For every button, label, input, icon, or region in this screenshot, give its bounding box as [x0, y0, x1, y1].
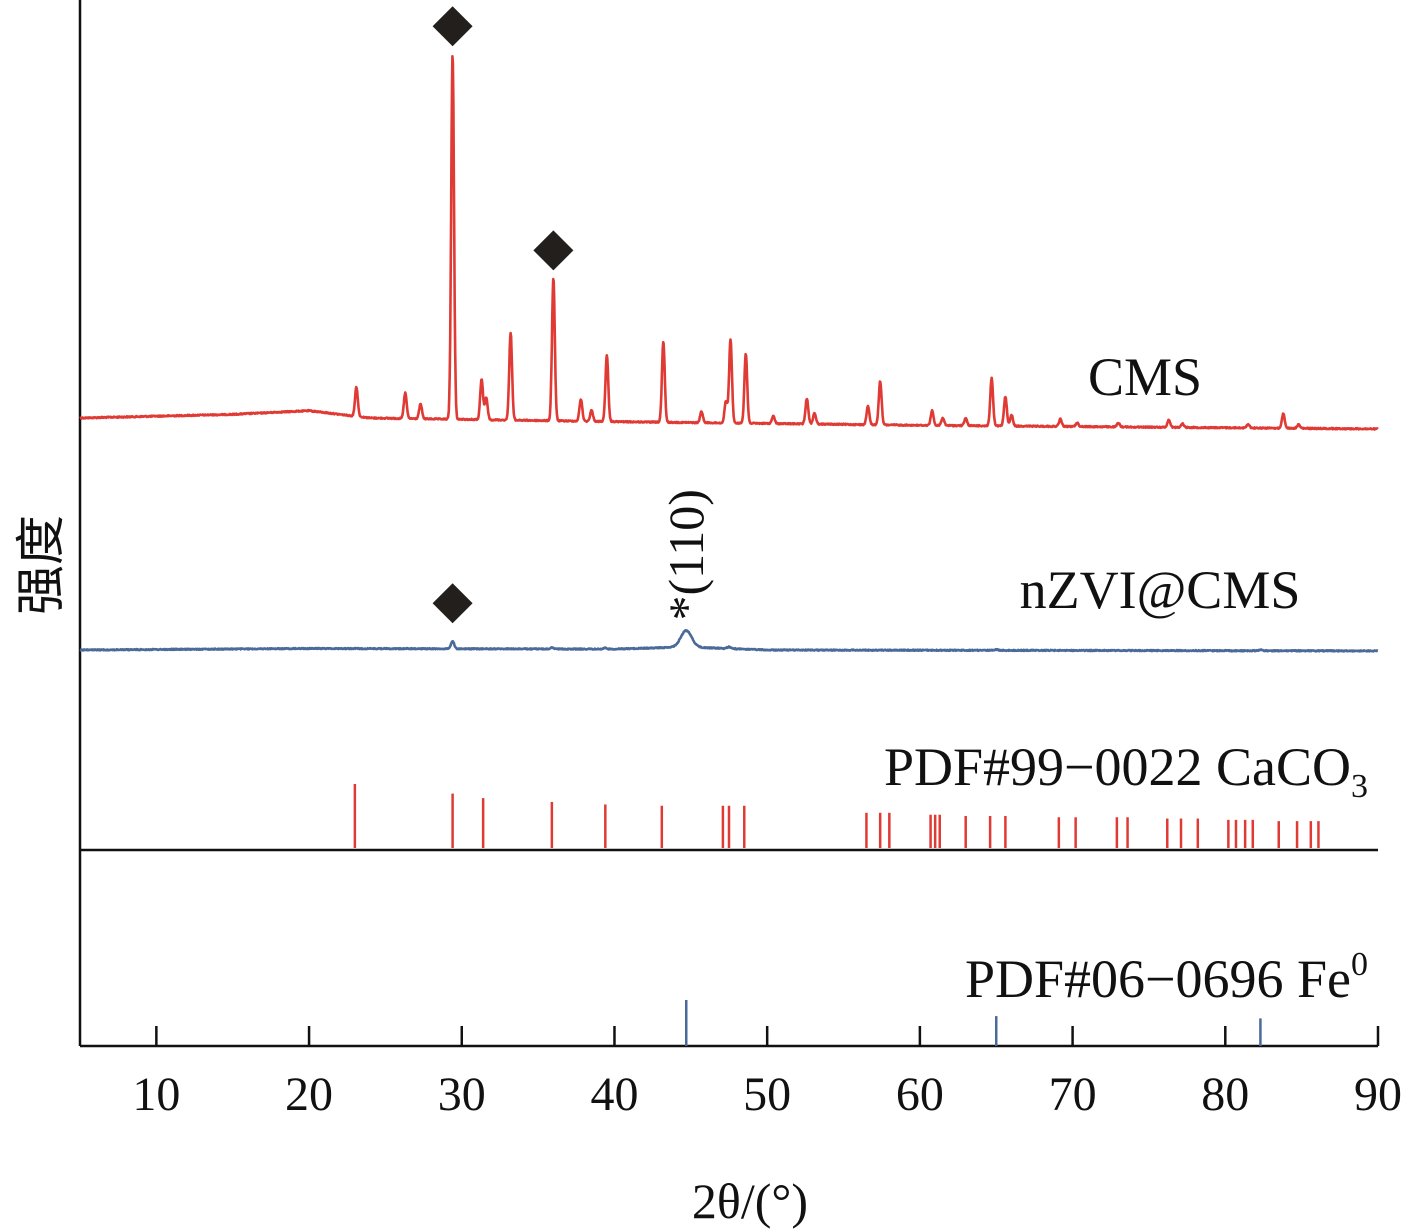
series-label: CMS — [1088, 347, 1202, 407]
peak-annotation: *(110) — [658, 489, 714, 620]
reference-label: PDF#06−0696 Fe0 — [965, 946, 1368, 1009]
series-line-cms — [79, 54, 1379, 431]
x-tick-label: 80 — [1201, 1068, 1249, 1121]
x-tick-label: 10 — [132, 1068, 180, 1121]
reference-patterns: PDF#99−0022 CaCO3 PDF#06−0696 Fe0 — [353, 737, 1368, 1046]
reference-label-superscript: 0 — [1351, 946, 1368, 983]
reference-label-text: PDF#99−0022 CaCO — [884, 737, 1351, 797]
series-curves — [79, 54, 1379, 653]
x-tick-label: 70 — [1049, 1068, 1097, 1121]
diamond-marker — [533, 230, 574, 271]
series-labels: CMS nZVI@CMS — [1020, 347, 1301, 620]
series-label: nZVI@CMS — [1020, 560, 1301, 620]
diamond-marker — [432, 6, 473, 47]
x-axis-label: 2θ/(°) — [692, 1173, 808, 1229]
reference-label: PDF#99−0022 CaCO3 — [884, 737, 1368, 805]
x-tick-label: 90 — [1354, 1068, 1402, 1121]
series-line-nzvi-cms — [79, 628, 1379, 653]
x-tick-label: 60 — [896, 1068, 944, 1121]
axes-frame — [78, 0, 1378, 1048]
peak-markers: *(110) — [432, 6, 714, 624]
x-tick-label: 40 — [590, 1068, 638, 1121]
x-tick-label: 20 — [285, 1068, 333, 1121]
y-axis-label: 强度 — [13, 515, 69, 615]
reference-label-subscript: 3 — [1351, 768, 1368, 805]
diamond-marker — [432, 583, 473, 624]
x-tick-label: 30 — [438, 1068, 486, 1121]
x-tick-label: 50 — [743, 1068, 791, 1121]
x-ticks: 10 20 30 40 50 60 70 80 90 — [132, 1026, 1402, 1121]
reference-label-text: PDF#06−0696 Fe — [965, 949, 1351, 1009]
